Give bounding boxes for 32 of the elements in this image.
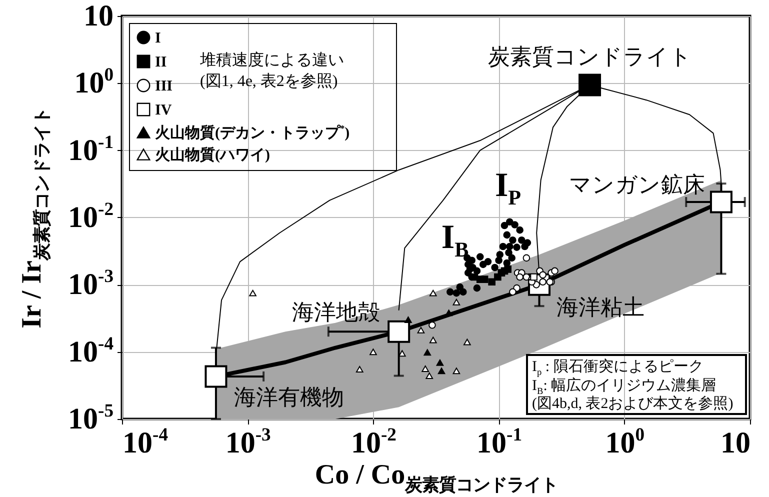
annotation: 海洋地殻: [292, 300, 380, 325]
y-tick-label: 10$^{-1}$: [68, 132, 114, 167]
y-tick-label: 10: [84, 0, 114, 32]
annotation: 海洋有機物: [234, 384, 344, 410]
annotation: (図1, 4e, 表2を参照): [200, 72, 338, 90]
y-tick-label: 10$^{-3}$: [68, 266, 114, 302]
y-tick-label: 10$^{-5}$: [68, 400, 114, 436]
x-tick-label: 10$^{0}$: [605, 424, 645, 460]
legend-label: IV: [155, 102, 172, 118]
annotation: 堆積速度による違い: [199, 51, 344, 69]
x-tick-label: 10$^{-4}$: [122, 424, 168, 460]
legend-label: 火山物質(デカン・トラップ$^{*}$): [155, 124, 350, 142]
annotation: 炭素質コンドライト: [488, 44, 692, 69]
y-tick-label: 10$^{-2}$: [68, 199, 114, 234]
annotation: 海洋粘土: [556, 294, 644, 320]
legend-label: 火山物質(ハワイ): [155, 146, 270, 164]
x-tick-label: 10$^{-2}$: [350, 424, 396, 460]
annotation: マンガン鉱床: [569, 172, 706, 198]
annotation: (図4b,d, 表2および本文を参照): [532, 395, 734, 412]
x-tick-label: 10$^{-1}$: [476, 424, 522, 460]
annotation: I$_{B}$: 幅広のイリジウム濃集層: [532, 377, 716, 397]
annotation: I$_{B}$: [441, 219, 469, 262]
legend-label: III: [155, 78, 173, 94]
legend-label: I: [155, 30, 161, 46]
annotation: I$_{P}$: [494, 167, 522, 210]
y-tick-label: 10$^{-4}$: [68, 333, 114, 368]
x-tick-label: 10$^{-3}$: [225, 424, 271, 460]
x-axis-title: Co / Co$_{炭素質コンドライト}$: [314, 460, 558, 494]
x-tick-label: 10: [720, 426, 750, 460]
legend-label: II: [155, 54, 167, 70]
y-tick-label: 10$^{0}$: [74, 64, 114, 100]
annotation: I$_{p}$ : 隕石衝突によるピーク: [532, 358, 704, 378]
